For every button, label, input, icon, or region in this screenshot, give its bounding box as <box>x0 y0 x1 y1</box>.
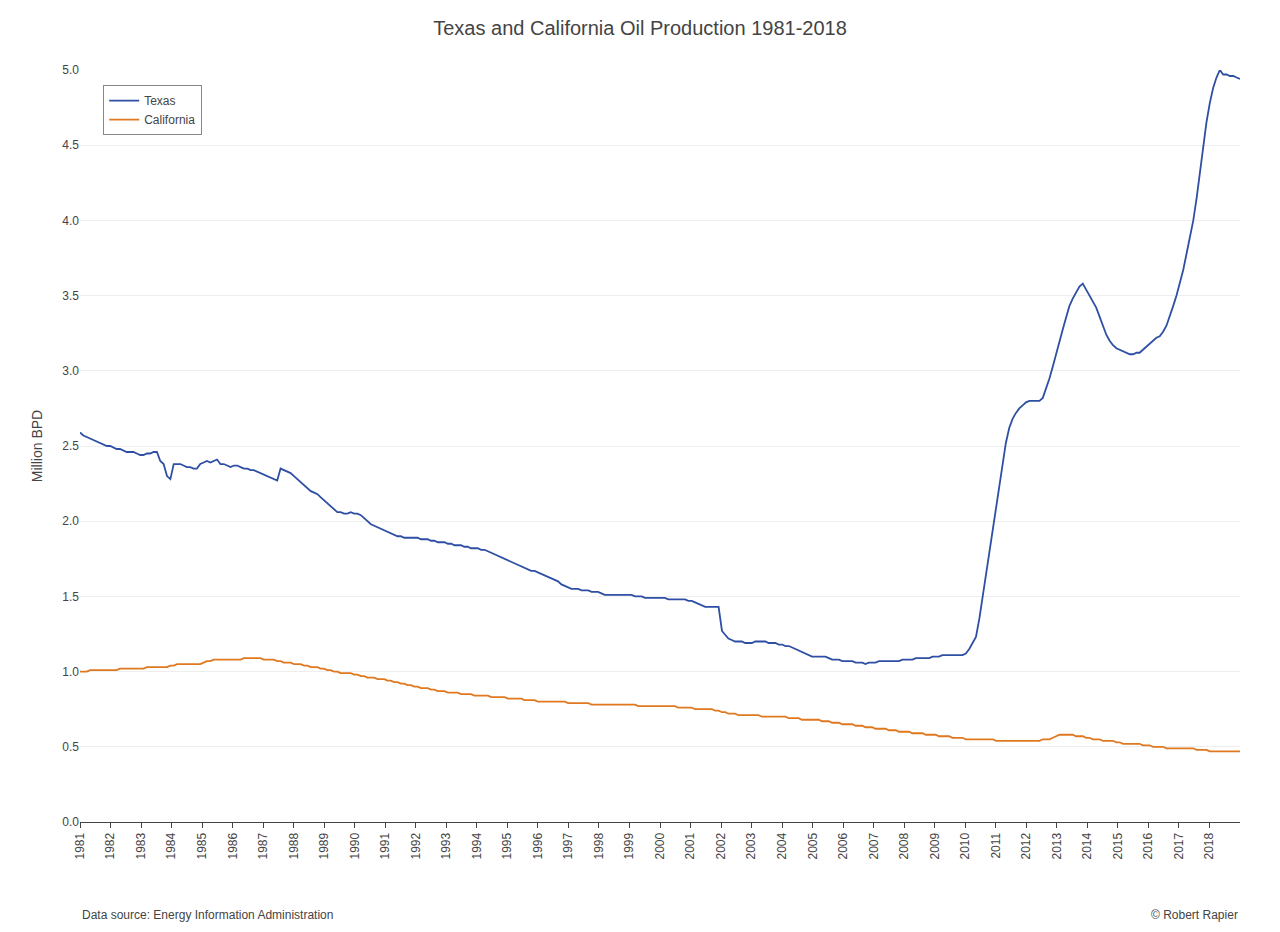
svg-text:1997: 1997 <box>561 832 575 859</box>
svg-text:3.0: 3.0 <box>62 364 79 378</box>
svg-text:1989: 1989 <box>317 832 331 859</box>
svg-text:2005: 2005 <box>806 832 820 859</box>
svg-text:1982: 1982 <box>103 832 117 859</box>
svg-text:1988: 1988 <box>287 832 301 859</box>
svg-text:1986: 1986 <box>226 832 240 859</box>
svg-text:3.5: 3.5 <box>62 289 79 303</box>
svg-text:2013: 2013 <box>1050 832 1064 859</box>
svg-text:1990: 1990 <box>348 832 362 859</box>
svg-text:1996: 1996 <box>531 832 545 859</box>
svg-text:2.0: 2.0 <box>62 514 79 528</box>
svg-text:1987: 1987 <box>256 832 270 859</box>
svg-text:California: California <box>144 113 195 127</box>
svg-text:5.0: 5.0 <box>62 63 79 77</box>
svg-text:2003: 2003 <box>744 832 758 859</box>
svg-text:1998: 1998 <box>592 832 606 859</box>
svg-text:0.5: 0.5 <box>62 740 79 754</box>
svg-text:2018: 2018 <box>1202 832 1216 859</box>
svg-text:2012: 2012 <box>1019 832 1033 859</box>
svg-text:1991: 1991 <box>378 832 392 859</box>
svg-text:2004: 2004 <box>775 832 789 859</box>
svg-text:Million BPD: Million BPD <box>29 410 45 482</box>
svg-text:1992: 1992 <box>409 832 423 859</box>
svg-text:2000: 2000 <box>653 832 667 859</box>
svg-text:1993: 1993 <box>439 832 453 859</box>
svg-text:2017: 2017 <box>1172 832 1186 859</box>
svg-text:4.5: 4.5 <box>62 138 79 152</box>
svg-text:1994: 1994 <box>470 832 484 859</box>
svg-text:2002: 2002 <box>714 832 728 859</box>
svg-text:1.5: 1.5 <box>62 590 79 604</box>
svg-text:1981: 1981 <box>73 832 87 859</box>
svg-text:2008: 2008 <box>897 832 911 859</box>
svg-text:2010: 2010 <box>958 832 972 859</box>
svg-text:Texas: Texas <box>144 94 175 108</box>
svg-text:2006: 2006 <box>836 832 850 859</box>
svg-text:1995: 1995 <box>500 832 514 859</box>
svg-text:2001: 2001 <box>683 832 697 859</box>
svg-text:1.0: 1.0 <box>62 665 79 679</box>
svg-text:1999: 1999 <box>622 832 636 859</box>
svg-text:2009: 2009 <box>928 832 942 859</box>
svg-text:© Robert Rapier: © Robert Rapier <box>1151 908 1238 922</box>
svg-text:1985: 1985 <box>195 832 209 859</box>
svg-text:1984: 1984 <box>164 832 178 859</box>
svg-text:2007: 2007 <box>867 832 881 859</box>
svg-text:Data source: Energy Informatio: Data source: Energy Information Administ… <box>82 908 333 922</box>
svg-text:4.0: 4.0 <box>62 214 79 228</box>
svg-text:2014: 2014 <box>1080 832 1094 859</box>
svg-text:2015: 2015 <box>1111 832 1125 859</box>
svg-text:2011: 2011 <box>989 832 1003 858</box>
svg-text:0.0: 0.0 <box>62 815 79 829</box>
svg-text:2016: 2016 <box>1141 832 1155 859</box>
svg-text:1983: 1983 <box>134 832 148 859</box>
svg-text:2.5: 2.5 <box>62 439 79 453</box>
svg-text:Texas and California Oil Produ: Texas and California Oil Production 1981… <box>433 17 847 39</box>
